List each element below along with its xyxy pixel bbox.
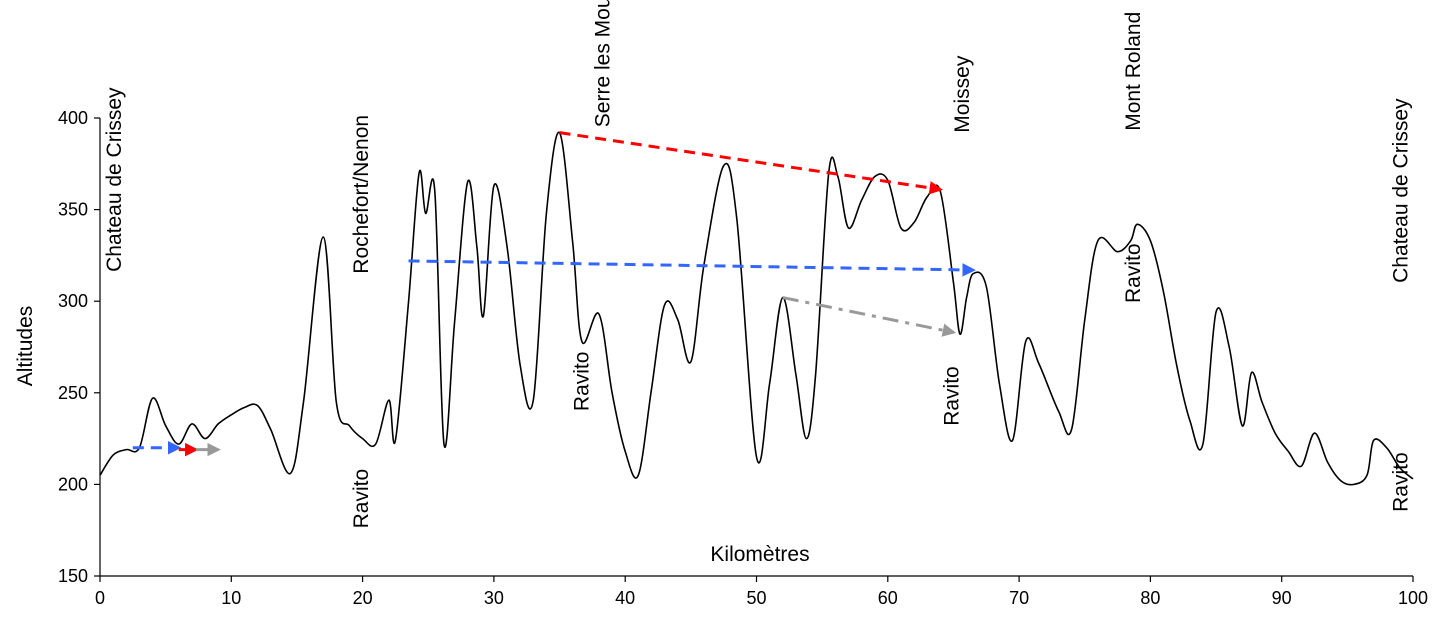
annotation-label: Ravito: [350, 469, 373, 529]
x-tick-label: 90: [1272, 588, 1292, 608]
direction-arrow: [559, 131, 943, 195]
annotation-label: Mont Roland: [1122, 12, 1145, 131]
y-tick-label: 300: [58, 291, 88, 311]
plot-area: [99, 131, 1414, 486]
y-tick-label: 350: [58, 200, 88, 220]
arrows: [132, 131, 976, 457]
annotation-label: Serre les Moulières: [591, 0, 614, 127]
annotation-label: Ravito: [570, 352, 593, 412]
annotation-label: Rochefort/Nenon: [350, 115, 373, 274]
x-tick-label: 20: [353, 588, 373, 608]
altitude-series-line: [99, 131, 1414, 486]
x-axis-title: Kilomètres: [710, 543, 809, 566]
x-tick-label: 70: [1009, 588, 1029, 608]
x-tick-label: 30: [484, 588, 504, 608]
x-tick-label: 10: [221, 588, 241, 608]
annotation-label: Moissey: [951, 55, 974, 133]
annotation-label: Ravito: [1122, 243, 1145, 303]
annotation-label: Chateau de Crissey: [103, 87, 126, 272]
x-tick-label: 40: [615, 588, 635, 608]
axes: 150 200 250 300 350 400 0 10 20 30 40 50 60 70 80 90 100: [58, 108, 1428, 608]
x-tick-label: 0: [95, 588, 105, 608]
x-tick-label: 60: [878, 588, 898, 608]
annotation-label: Ravito: [941, 366, 964, 426]
annotation-label: Ravito: [1390, 452, 1413, 512]
x-tick-label: 80: [1140, 588, 1160, 608]
direction-arrow: [782, 296, 957, 337]
y-axis-title: Altitudes: [14, 306, 37, 387]
direction-arrow: [408, 259, 976, 277]
x-tick-label: 100: [1398, 588, 1428, 608]
y-tick-label: 400: [58, 108, 88, 128]
y-tick-label: 150: [58, 566, 88, 586]
x-tick-label: 50: [746, 588, 766, 608]
annotation-label: Chateau de Crissey: [1390, 98, 1413, 283]
y-tick-label: 200: [58, 474, 88, 494]
y-tick-label: 250: [58, 383, 88, 403]
annotations: Chateau de Crissey Rochefort/Nenon Ravito S…: [103, 0, 1413, 528]
